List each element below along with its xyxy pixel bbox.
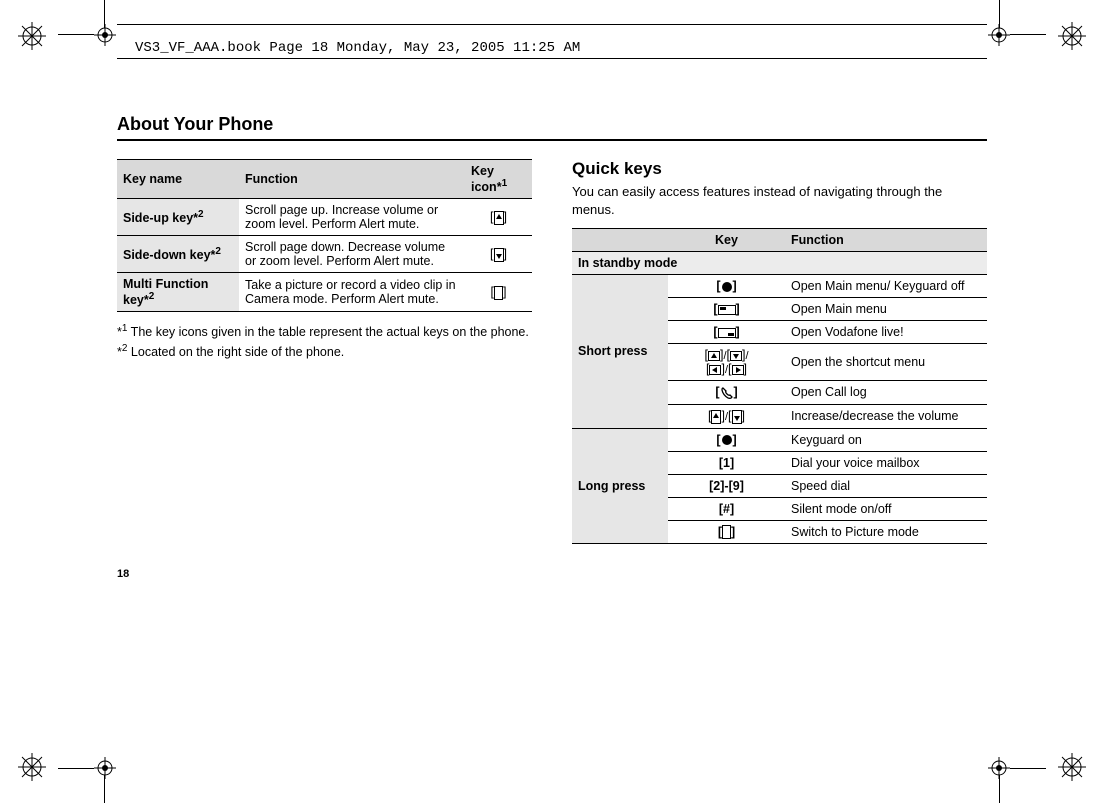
t1-head-keyicon: Key icon*1	[465, 160, 532, 199]
t1-head-function: Function	[239, 160, 465, 199]
t1-row0-func: Scroll page up. Increase volume or zoom …	[239, 199, 465, 236]
short-press-label: Short press	[572, 275, 668, 428]
table-row: Side-up key*2 Scroll page up. Increase v…	[117, 199, 532, 236]
t1-row1-icon: []	[465, 236, 532, 273]
key-functions-table: Key name Function Key icon*1 Side-up key…	[117, 159, 532, 312]
footnotes: *1 The key icons given in the table repr…	[117, 322, 532, 361]
crop-mark-br	[980, 737, 1040, 797]
long-row2-key: [2]-[9]	[668, 474, 785, 497]
short-row2-func: Open Vodafone live!	[785, 321, 987, 344]
long-row0-key: []	[668, 428, 785, 451]
t1-row0-icon: []	[465, 199, 532, 236]
header-rule-bottom	[117, 58, 987, 59]
crop-mark-tr	[980, 6, 1040, 66]
header-rule-top	[117, 24, 987, 25]
t2-head-function: Function	[785, 229, 987, 252]
left-column: Key name Function Key icon*1 Side-up key…	[117, 159, 532, 544]
long-row3-func: Silent mode on/off	[785, 497, 987, 520]
right-column: Quick keys You can easily access feature…	[572, 159, 987, 544]
table-row: Multi Function key*2 Take a picture or r…	[117, 273, 532, 312]
table-row: Side-down key*2 Scroll page down. Decrea…	[117, 236, 532, 273]
t2-head-blank	[572, 229, 668, 252]
short-row1-func: Open Main menu	[785, 298, 987, 321]
section-title: About Your Phone	[117, 114, 987, 141]
short-row0-func: Open Main menu/ Keyguard off	[785, 275, 987, 298]
crop-mark-tl	[64, 6, 124, 66]
table-row: Short press [] Open Main menu/ Keyguard …	[572, 275, 987, 298]
short-row4-func: Open Call log	[785, 381, 987, 405]
t1-row0-name: Side-up key*2	[117, 199, 239, 236]
quick-keys-lead: You can easily access features instead o…	[572, 183, 987, 218]
long-row1-key: [1]	[668, 451, 785, 474]
reg-mark-br	[1058, 753, 1086, 781]
reg-mark-tl	[18, 22, 46, 50]
header-filename-line: VS3_VF_AAA.book Page 18 Monday, May 23, …	[135, 40, 580, 56]
footnote-2: *2 Located on the right side of the phon…	[117, 342, 532, 362]
short-row5-func: Increase/decrease the volume	[785, 404, 987, 428]
t1-row2-name: Multi Function key*2	[117, 273, 239, 312]
t1-row1-name: Side-down key*2	[117, 236, 239, 273]
t1-row2-icon: []	[465, 273, 532, 312]
quick-keys-table: Key Function In standby mode Short press…	[572, 228, 987, 544]
footnote-1: *1 The key icons given in the table repr…	[117, 322, 532, 342]
quick-keys-heading: Quick keys	[572, 159, 987, 179]
short-row0-key: []	[668, 275, 785, 298]
crop-mark-bl	[64, 737, 124, 797]
short-row4-key: []	[668, 381, 785, 405]
long-row4-func: Switch to Picture mode	[785, 520, 987, 544]
table-row: Long press [] Keyguard on	[572, 428, 987, 451]
short-row1-key: []	[668, 298, 785, 321]
long-press-label: Long press	[572, 428, 668, 544]
t1-row1-func: Scroll page down. Decrease volume or zoo…	[239, 236, 465, 273]
long-row0-func: Keyguard on	[785, 428, 987, 451]
short-row5-key: []/[]	[668, 404, 785, 428]
long-row4-key: []	[668, 520, 785, 544]
long-row3-key: [#]	[668, 497, 785, 520]
short-row3-key: []/[]/ []/[]	[668, 344, 785, 381]
t2-head-key: Key	[668, 229, 785, 252]
t1-row2-func: Take a picture or record a video clip in…	[239, 273, 465, 312]
long-row2-func: Speed dial	[785, 474, 987, 497]
short-row3-func: Open the shortcut menu	[785, 344, 987, 381]
page-content: About Your Phone Key name Function Key i…	[117, 114, 987, 544]
short-row2-key: []	[668, 321, 785, 344]
t2-mode-row: In standby mode	[572, 252, 987, 275]
long-row1-func: Dial your voice mailbox	[785, 451, 987, 474]
reg-mark-bl	[18, 753, 46, 781]
reg-mark-tr	[1058, 22, 1086, 50]
t1-head-keyname: Key name	[117, 160, 239, 199]
page-number: 18	[117, 568, 129, 580]
